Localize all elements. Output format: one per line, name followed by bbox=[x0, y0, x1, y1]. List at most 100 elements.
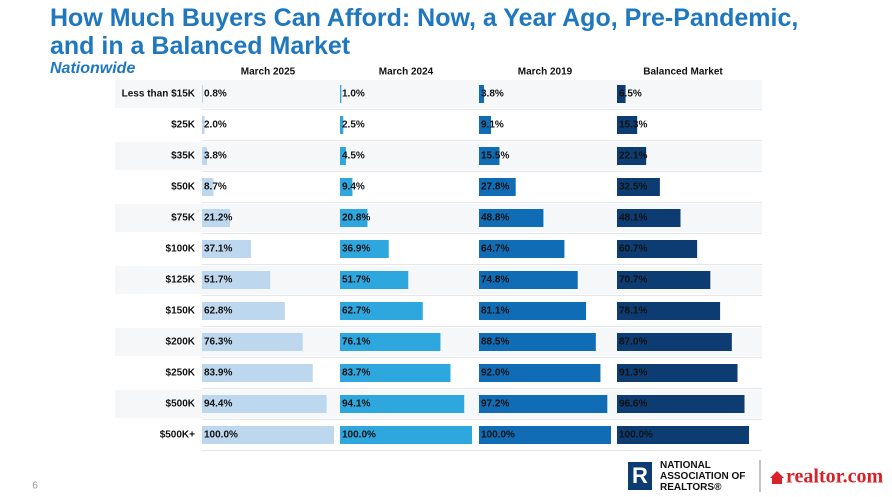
value-label: 51.7% bbox=[342, 275, 370, 286]
value-label: 6.5% bbox=[619, 89, 642, 100]
bar bbox=[617, 178, 660, 196]
chart-subtitle: Nationwide bbox=[50, 60, 136, 77]
value-label: 100.0% bbox=[342, 430, 376, 441]
value-label: 94.4% bbox=[204, 399, 232, 410]
bar bbox=[479, 240, 565, 258]
bar bbox=[202, 333, 303, 351]
category-label: $200K bbox=[166, 337, 196, 348]
category-label: $25K bbox=[171, 120, 196, 131]
bar bbox=[617, 395, 745, 413]
row-band bbox=[115, 80, 762, 108]
bar bbox=[340, 85, 342, 103]
value-label: 62.7% bbox=[342, 306, 370, 317]
bar bbox=[479, 333, 596, 351]
value-label: 8.7% bbox=[204, 182, 227, 193]
bar bbox=[340, 364, 451, 382]
value-label: 2.0% bbox=[204, 120, 227, 131]
value-label: 27.8% bbox=[481, 182, 509, 193]
value-label: 83.7% bbox=[342, 368, 370, 379]
value-label: 48.8% bbox=[481, 213, 509, 224]
bar bbox=[617, 85, 626, 103]
value-label: 37.1% bbox=[204, 244, 232, 255]
bar bbox=[202, 395, 327, 413]
bar bbox=[479, 271, 578, 289]
realtor-house bbox=[770, 471, 784, 484]
nar-logo-r: R bbox=[632, 463, 648, 488]
value-label: 15.3% bbox=[619, 120, 647, 131]
bar bbox=[340, 240, 389, 258]
value-label: 21.2% bbox=[204, 213, 232, 224]
bar bbox=[340, 395, 465, 413]
bar bbox=[340, 271, 409, 289]
value-label: 1.0% bbox=[342, 89, 365, 100]
bar bbox=[340, 116, 344, 134]
bar bbox=[479, 364, 601, 382]
value-label: 70.7% bbox=[619, 275, 647, 286]
series-header: March 2025 bbox=[241, 67, 296, 78]
value-label: 36.9% bbox=[342, 244, 370, 255]
value-label: 97.2% bbox=[481, 399, 509, 410]
value-label: 92.0% bbox=[481, 368, 509, 379]
bar bbox=[479, 302, 587, 320]
nar-logo-box bbox=[628, 462, 652, 490]
value-label: 76.3% bbox=[204, 337, 232, 348]
bar bbox=[479, 147, 500, 165]
value-label: 83.9% bbox=[204, 368, 232, 379]
series-header: March 2024 bbox=[379, 67, 434, 78]
bar bbox=[479, 178, 516, 196]
row-band bbox=[115, 111, 762, 139]
bar bbox=[202, 426, 334, 444]
value-label: 91.3% bbox=[619, 368, 647, 379]
category-label: $500K bbox=[166, 399, 196, 410]
bar bbox=[617, 240, 698, 258]
value-label: 4.5% bbox=[342, 151, 365, 162]
category-label: $150K bbox=[166, 306, 196, 317]
bar bbox=[202, 147, 208, 165]
value-label: 3.8% bbox=[481, 89, 504, 100]
value-label: 3.8% bbox=[204, 151, 227, 162]
bar bbox=[202, 85, 204, 103]
value-label: 100.0% bbox=[481, 430, 515, 441]
bar bbox=[202, 364, 313, 382]
value-label: 100.0% bbox=[204, 430, 238, 441]
bar bbox=[202, 240, 251, 258]
category-label: $250K bbox=[166, 368, 196, 379]
series-header: Balanced Market bbox=[643, 67, 723, 78]
nar-logo-text: NATIONAL ASSOCIATION OF REALTORS® bbox=[660, 460, 746, 493]
value-label: 87.0% bbox=[619, 337, 647, 348]
category-label: $35K bbox=[171, 151, 196, 162]
bar bbox=[617, 426, 749, 444]
value-label: 22.1% bbox=[619, 151, 647, 162]
bar bbox=[617, 364, 738, 382]
value-label: 88.5% bbox=[481, 337, 509, 348]
value-label: 94.1% bbox=[342, 399, 370, 410]
bar bbox=[617, 116, 638, 134]
category-label: $500K+ bbox=[160, 430, 195, 441]
value-label: 76.1% bbox=[342, 337, 370, 348]
value-label: 60.7% bbox=[619, 244, 647, 255]
bar bbox=[340, 302, 423, 320]
bar bbox=[202, 302, 285, 320]
value-label: 9.4% bbox=[342, 182, 365, 193]
value-label: 100.0% bbox=[619, 430, 653, 441]
bar bbox=[202, 116, 205, 134]
value-label: 20.8% bbox=[342, 213, 370, 224]
bar bbox=[340, 333, 441, 351]
value-label: 2.5% bbox=[342, 120, 365, 131]
value-label: 51.7% bbox=[204, 275, 232, 286]
bar bbox=[479, 426, 611, 444]
value-label: 74.8% bbox=[481, 275, 509, 286]
value-label: 0.8% bbox=[204, 89, 227, 100]
bar bbox=[340, 147, 346, 165]
bar bbox=[617, 271, 711, 289]
category-label: $75K bbox=[171, 213, 196, 224]
category-label: $100K bbox=[166, 244, 196, 255]
value-label: 9.1% bbox=[481, 120, 504, 131]
value-label: 81.1% bbox=[481, 306, 509, 317]
value-label: 32.5% bbox=[619, 182, 647, 193]
bar bbox=[617, 209, 681, 227]
category-label: $125K bbox=[166, 275, 196, 286]
category-label: $50K bbox=[171, 182, 196, 193]
